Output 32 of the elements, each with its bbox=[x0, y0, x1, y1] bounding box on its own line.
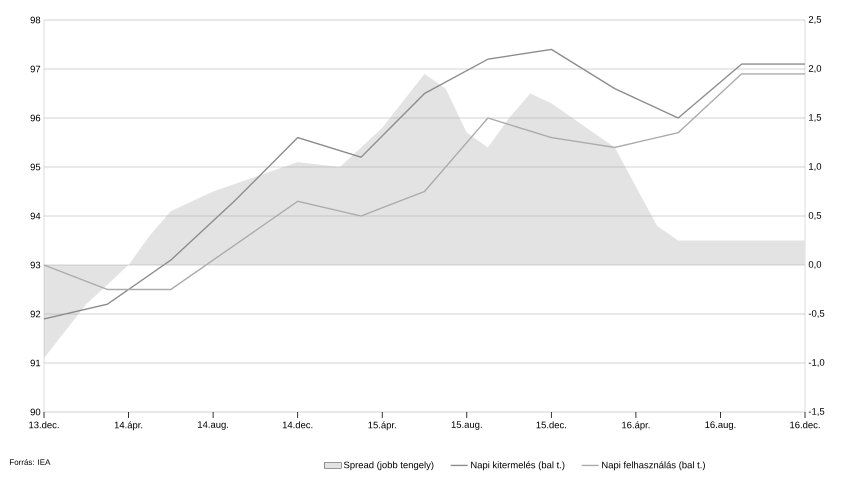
x-tick-label: 14.ápr. bbox=[114, 421, 142, 430]
x-tick-label: 14.dec. bbox=[282, 421, 312, 428]
y2-tick-label: 2,5 bbox=[808, 16, 822, 24]
y-tick-label: 97 bbox=[30, 66, 40, 72]
y2-tick-label: -1,5 bbox=[808, 408, 824, 416]
x-tick-label: 15.aug. bbox=[452, 421, 482, 430]
legend-label: Napi felhasználás (bal t.) bbox=[602, 461, 705, 470]
legend-label: Napi kitermelés (bal t.) bbox=[471, 461, 564, 470]
y-tick-label: 96 bbox=[30, 114, 40, 122]
y-tick-label: 95 bbox=[30, 164, 40, 170]
y2-tick-label: -0,5 bbox=[808, 310, 824, 318]
x-tick-label: 14.aug. bbox=[198, 421, 228, 430]
line-series bbox=[43, 48, 806, 320]
x-tick-label: 15.dec. bbox=[536, 421, 566, 428]
y2-tick-label: 0,5 bbox=[808, 212, 822, 220]
legend-label: Spread (jobb tengely) bbox=[344, 461, 434, 470]
x-tick-label: 15.ápr. bbox=[368, 421, 396, 430]
x-tick-label: 16.dec. bbox=[790, 421, 820, 428]
y2-tick-label: 1,0 bbox=[809, 163, 822, 171]
y-tick-label: 93 bbox=[30, 262, 40, 268]
y-tick-label: 91 bbox=[30, 360, 40, 366]
x-tick-label: 16.aug. bbox=[705, 421, 736, 430]
y2-tick-label: -1,0 bbox=[808, 359, 824, 367]
x-tick-label: 16.ápr. bbox=[622, 421, 650, 430]
y-tick-label: 94 bbox=[30, 212, 40, 220]
x-tick-label: 13.dec. bbox=[29, 421, 59, 428]
y2-tick-label: 0,0 bbox=[808, 261, 822, 269]
y2-tick-label: 2,0 bbox=[808, 65, 822, 73]
y-tick-label: 98 bbox=[30, 16, 40, 24]
y-tick-label: 90 bbox=[30, 408, 40, 416]
y-tick-label: 92 bbox=[30, 310, 40, 318]
y2-tick-label: 1,5 bbox=[809, 114, 822, 122]
